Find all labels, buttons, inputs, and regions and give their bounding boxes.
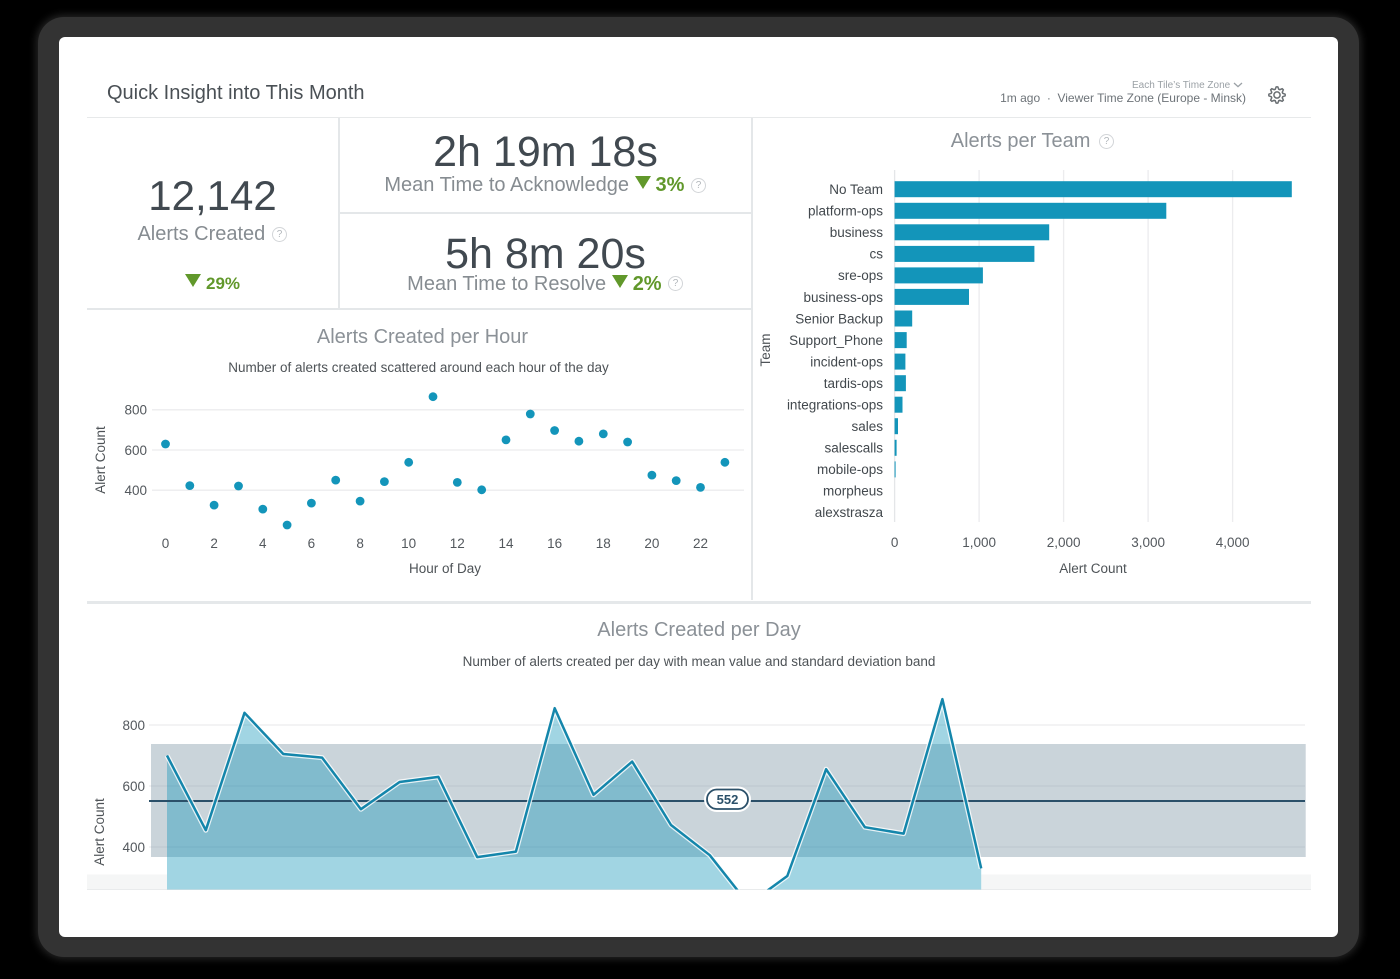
svg-text:alexstrasza: alexstrasza bbox=[815, 505, 884, 520]
svg-text:sre-ops: sre-ops bbox=[838, 268, 883, 283]
svg-text:400: 400 bbox=[122, 840, 145, 855]
svg-text:3,000: 3,000 bbox=[1131, 535, 1165, 550]
svg-text:integrations-ops: integrations-ops bbox=[787, 398, 883, 413]
svg-text:cs: cs bbox=[870, 247, 884, 262]
svg-text:morpheus: morpheus bbox=[823, 484, 883, 499]
svg-text:2,000: 2,000 bbox=[1047, 535, 1081, 550]
svg-text:20: 20 bbox=[644, 536, 659, 551]
svg-text:552: 552 bbox=[717, 792, 739, 807]
svg-text:16: 16 bbox=[547, 536, 562, 551]
svg-text:No Team: No Team bbox=[829, 182, 883, 197]
svg-text:8: 8 bbox=[356, 536, 364, 551]
svg-text:12: 12 bbox=[450, 536, 465, 551]
svg-text:Team: Team bbox=[758, 333, 773, 366]
svg-text:Alert Count: Alert Count bbox=[93, 426, 108, 494]
svg-text:14: 14 bbox=[498, 536, 514, 551]
svg-text:18: 18 bbox=[596, 536, 611, 551]
svg-text:Senior Backup: Senior Backup bbox=[795, 311, 883, 326]
svg-text:600: 600 bbox=[122, 779, 145, 794]
svg-text:salescalls: salescalls bbox=[824, 441, 883, 456]
svg-text:mobile-ops: mobile-ops bbox=[817, 462, 883, 477]
svg-text:6: 6 bbox=[308, 536, 316, 551]
svg-text:business: business bbox=[830, 225, 884, 240]
svg-text:400: 400 bbox=[124, 483, 147, 498]
svg-text:Alert Count: Alert Count bbox=[92, 798, 107, 866]
svg-text:1,000: 1,000 bbox=[962, 535, 996, 550]
svg-text:Hour of Day: Hour of Day bbox=[409, 561, 481, 576]
svg-text:0: 0 bbox=[162, 536, 170, 551]
svg-text:tardis-ops: tardis-ops bbox=[824, 376, 884, 391]
svg-text:4: 4 bbox=[259, 536, 267, 551]
svg-text:business-ops: business-ops bbox=[803, 290, 883, 305]
svg-text:4,000: 4,000 bbox=[1216, 535, 1250, 550]
svg-text:800: 800 bbox=[124, 403, 147, 418]
svg-text:10: 10 bbox=[401, 536, 416, 551]
svg-text:sales: sales bbox=[851, 419, 883, 434]
svg-text:800: 800 bbox=[122, 718, 145, 733]
svg-text:Alert Count: Alert Count bbox=[1059, 561, 1127, 576]
svg-text:22: 22 bbox=[693, 536, 708, 551]
svg-text:2: 2 bbox=[210, 536, 218, 551]
svg-text:platform-ops: platform-ops bbox=[808, 204, 883, 219]
svg-text:0: 0 bbox=[891, 535, 899, 550]
svg-text:Support_Phone: Support_Phone bbox=[789, 333, 883, 348]
svg-text:incident-ops: incident-ops bbox=[810, 354, 883, 369]
svg-text:600: 600 bbox=[124, 443, 147, 458]
